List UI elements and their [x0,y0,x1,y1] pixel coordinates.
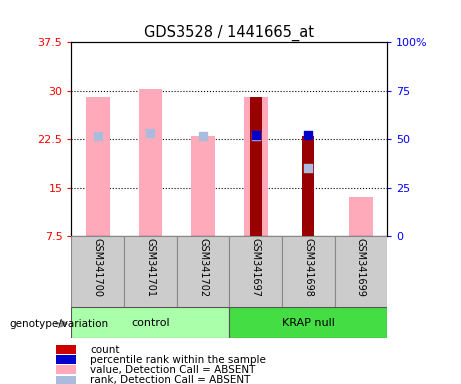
Bar [86,97,110,236]
Text: GSM341700: GSM341700 [93,238,103,297]
Bar [229,236,282,307]
Title: GDS3528 / 1441665_at: GDS3528 / 1441665_at [144,25,314,41]
Text: control: control [131,318,170,328]
Point [94,133,101,139]
Bar [56,376,76,384]
Bar [56,345,76,354]
Point [305,165,312,171]
Bar [349,197,373,236]
Bar [139,89,162,236]
Text: value, Detection Call = ABSENT: value, Detection Call = ABSENT [90,365,255,375]
Point [305,132,312,138]
Bar [177,236,229,307]
Bar [302,136,314,236]
Text: KRAP null: KRAP null [282,318,335,328]
Bar [282,236,335,307]
Text: percentile rank within the sample: percentile rank within the sample [90,355,266,365]
Bar [229,307,387,338]
Text: GSM341698: GSM341698 [303,238,313,297]
Text: genotype/variation: genotype/variation [9,319,108,329]
Bar [250,97,261,236]
Bar [56,355,76,364]
Bar [56,366,76,374]
Point [252,133,260,139]
Bar [335,236,387,307]
Bar [244,97,267,236]
Text: GSM341701: GSM341701 [145,238,155,297]
Text: GSM341697: GSM341697 [251,238,260,297]
Text: GSM341699: GSM341699 [356,238,366,297]
Text: rank, Detection Call = ABSENT: rank, Detection Call = ABSENT [90,376,250,384]
Point [147,130,154,136]
Bar [71,307,230,338]
Point [252,132,260,138]
Text: count: count [90,344,120,354]
Bar [191,136,215,236]
Point [199,133,207,139]
Bar [71,236,124,307]
Text: GSM341702: GSM341702 [198,238,208,298]
Bar [124,236,177,307]
